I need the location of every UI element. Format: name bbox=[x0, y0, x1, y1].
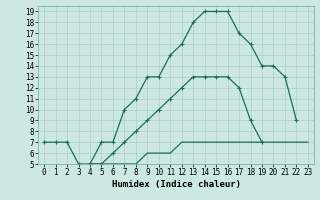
X-axis label: Humidex (Indice chaleur): Humidex (Indice chaleur) bbox=[111, 180, 241, 189]
